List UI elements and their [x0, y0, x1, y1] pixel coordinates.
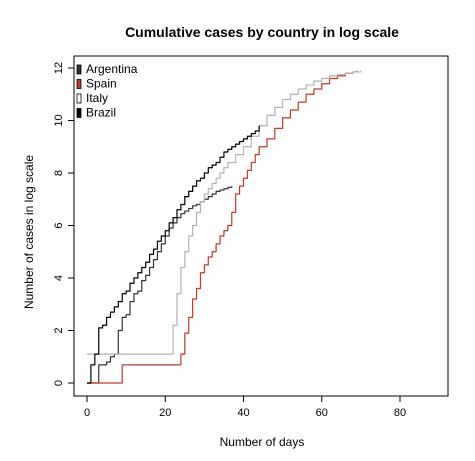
legend-swatch-argentina [76, 64, 82, 75]
legend-swatch-spain [76, 79, 82, 89]
y-tick-label: 12 [53, 62, 65, 74]
y-tick-label: 6 [53, 222, 65, 228]
legend-swatch-italy [76, 93, 82, 104]
y-tick-label: 4 [53, 275, 65, 281]
y-axis-label: Number of cases in log scale [22, 155, 36, 309]
plot-lines [87, 70, 362, 384]
x-tick-label: 80 [394, 407, 406, 419]
y-tick-label: 8 [53, 170, 65, 176]
y-tick-label: 2 [53, 327, 65, 333]
x-tick-label: 60 [316, 407, 328, 419]
series-line-italy [87, 70, 362, 355]
x-axis-label: Number of days [220, 435, 305, 449]
series-line-brazil [87, 125, 260, 384]
legend-label-argentina: Argentina [86, 62, 138, 76]
x-tick-label: 20 [159, 407, 171, 419]
legend-label-italy: Italy [86, 91, 108, 105]
plot-frame [73, 55, 449, 397]
legend-label-brazil: Brazil [86, 106, 116, 120]
x-tick-label: 40 [237, 407, 249, 419]
y-tick-label: 10 [53, 114, 65, 126]
series-line-argentina [87, 186, 233, 384]
series-line-spain [87, 70, 358, 384]
legend-label-spain: Spain [86, 77, 117, 91]
legend-swatch-brazil [76, 108, 82, 118]
axes: 0 20 40 60 80 0 2 4 6 8 10 12 [53, 55, 449, 419]
x-tick-label: 0 [84, 407, 90, 419]
y-tick-label: 0 [53, 380, 65, 386]
chart-title: Cumulative cases by country in log scale [125, 24, 399, 40]
